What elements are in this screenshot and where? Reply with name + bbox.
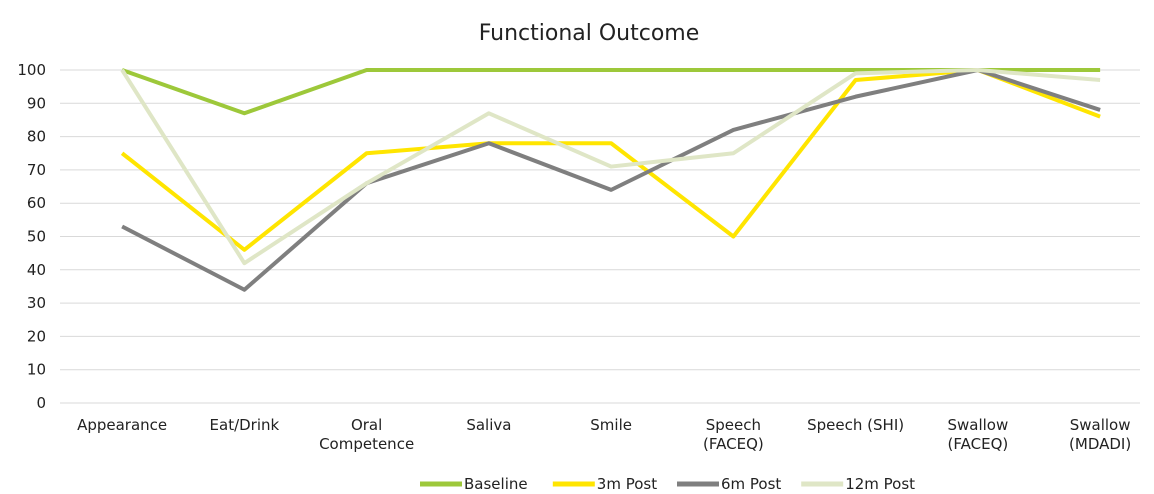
- chart-title: Functional Outcome: [479, 21, 700, 46]
- x-tick-label: Saliva: [466, 416, 511, 434]
- x-tick-label: Swallow (FACEQ): [947, 416, 1008, 453]
- y-tick-label: 50: [27, 228, 46, 246]
- legend-label: 12m Post: [845, 475, 915, 490]
- y-tick-label: 30: [27, 294, 46, 312]
- x-tick-label: Eat/Drink: [210, 416, 280, 434]
- series-line: [120, 68, 1101, 266]
- y-tick-label: 10: [27, 361, 46, 379]
- y-tick-label: 70: [27, 161, 46, 179]
- y-tick-label: 80: [27, 128, 46, 146]
- x-tick-label: Speech (SHI): [807, 416, 904, 434]
- x-tick-label: Appearance: [77, 416, 167, 434]
- y-tick-label: 40: [27, 261, 46, 279]
- x-tick-label: Speech (FACEQ): [703, 416, 764, 453]
- y-tick-label: 20: [27, 327, 46, 345]
- x-tick-label: Smile: [590, 416, 632, 434]
- x-tick-label: Swallow (MDADI): [1069, 416, 1131, 453]
- series-line: [121, 68, 1101, 292]
- legend-label: 3m Post: [597, 475, 657, 490]
- y-tick-label: 90: [27, 94, 46, 112]
- x-tick-label: Oral Competence: [319, 416, 414, 453]
- series-line: [120, 68, 1101, 252]
- y-tick-label: 0: [36, 394, 46, 412]
- legend-label: 6m Post: [721, 475, 781, 490]
- y-tick-label: 100: [17, 61, 46, 79]
- legend-label: Baseline: [464, 475, 528, 490]
- y-tick-label: 60: [27, 194, 46, 212]
